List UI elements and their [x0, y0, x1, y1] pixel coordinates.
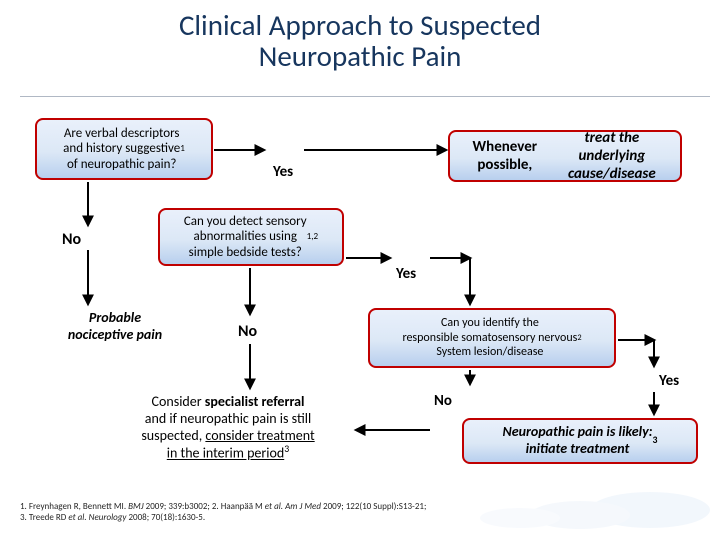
edge-label-yes1: Yes: [273, 163, 293, 181]
flowchart-box-outcome_np: Neuropathic pain is likely:initiate trea…: [462, 418, 698, 464]
flowchart-box-q2: Can you detect sensoryabnormalities usin…: [158, 208, 344, 266]
edge-label-no1: No: [62, 230, 81, 249]
footnote-citations: 1. Freynhagen R, Bennett MI. BMJ 2009; 3…: [20, 502, 700, 524]
edge-label-yes2: Yes: [396, 265, 416, 283]
flowchart-text-nociceptive: Probablenociceptive pain: [40, 310, 190, 344]
flowchart-box-treat: Whenever possible, treat theunderlying c…: [448, 130, 682, 182]
title-rule: [20, 96, 710, 97]
slide-canvas: Clinical Approach to SuspectedNeuropathi…: [0, 0, 720, 540]
edge-label-no3: No: [434, 392, 452, 410]
flowchart-box-q1: Are verbal descriptorsand history sugges…: [35, 118, 213, 180]
edge-label-yes3: Yes: [659, 372, 679, 390]
edge-label-no2: No: [238, 322, 257, 341]
flowchart-text-referral: Consider specialist referraland if neuro…: [106, 394, 350, 463]
slide-title: Clinical Approach to SuspectedNeuropathi…: [70, 10, 650, 73]
flowchart-box-q3: Can you identify theresponsible somatose…: [368, 308, 616, 368]
